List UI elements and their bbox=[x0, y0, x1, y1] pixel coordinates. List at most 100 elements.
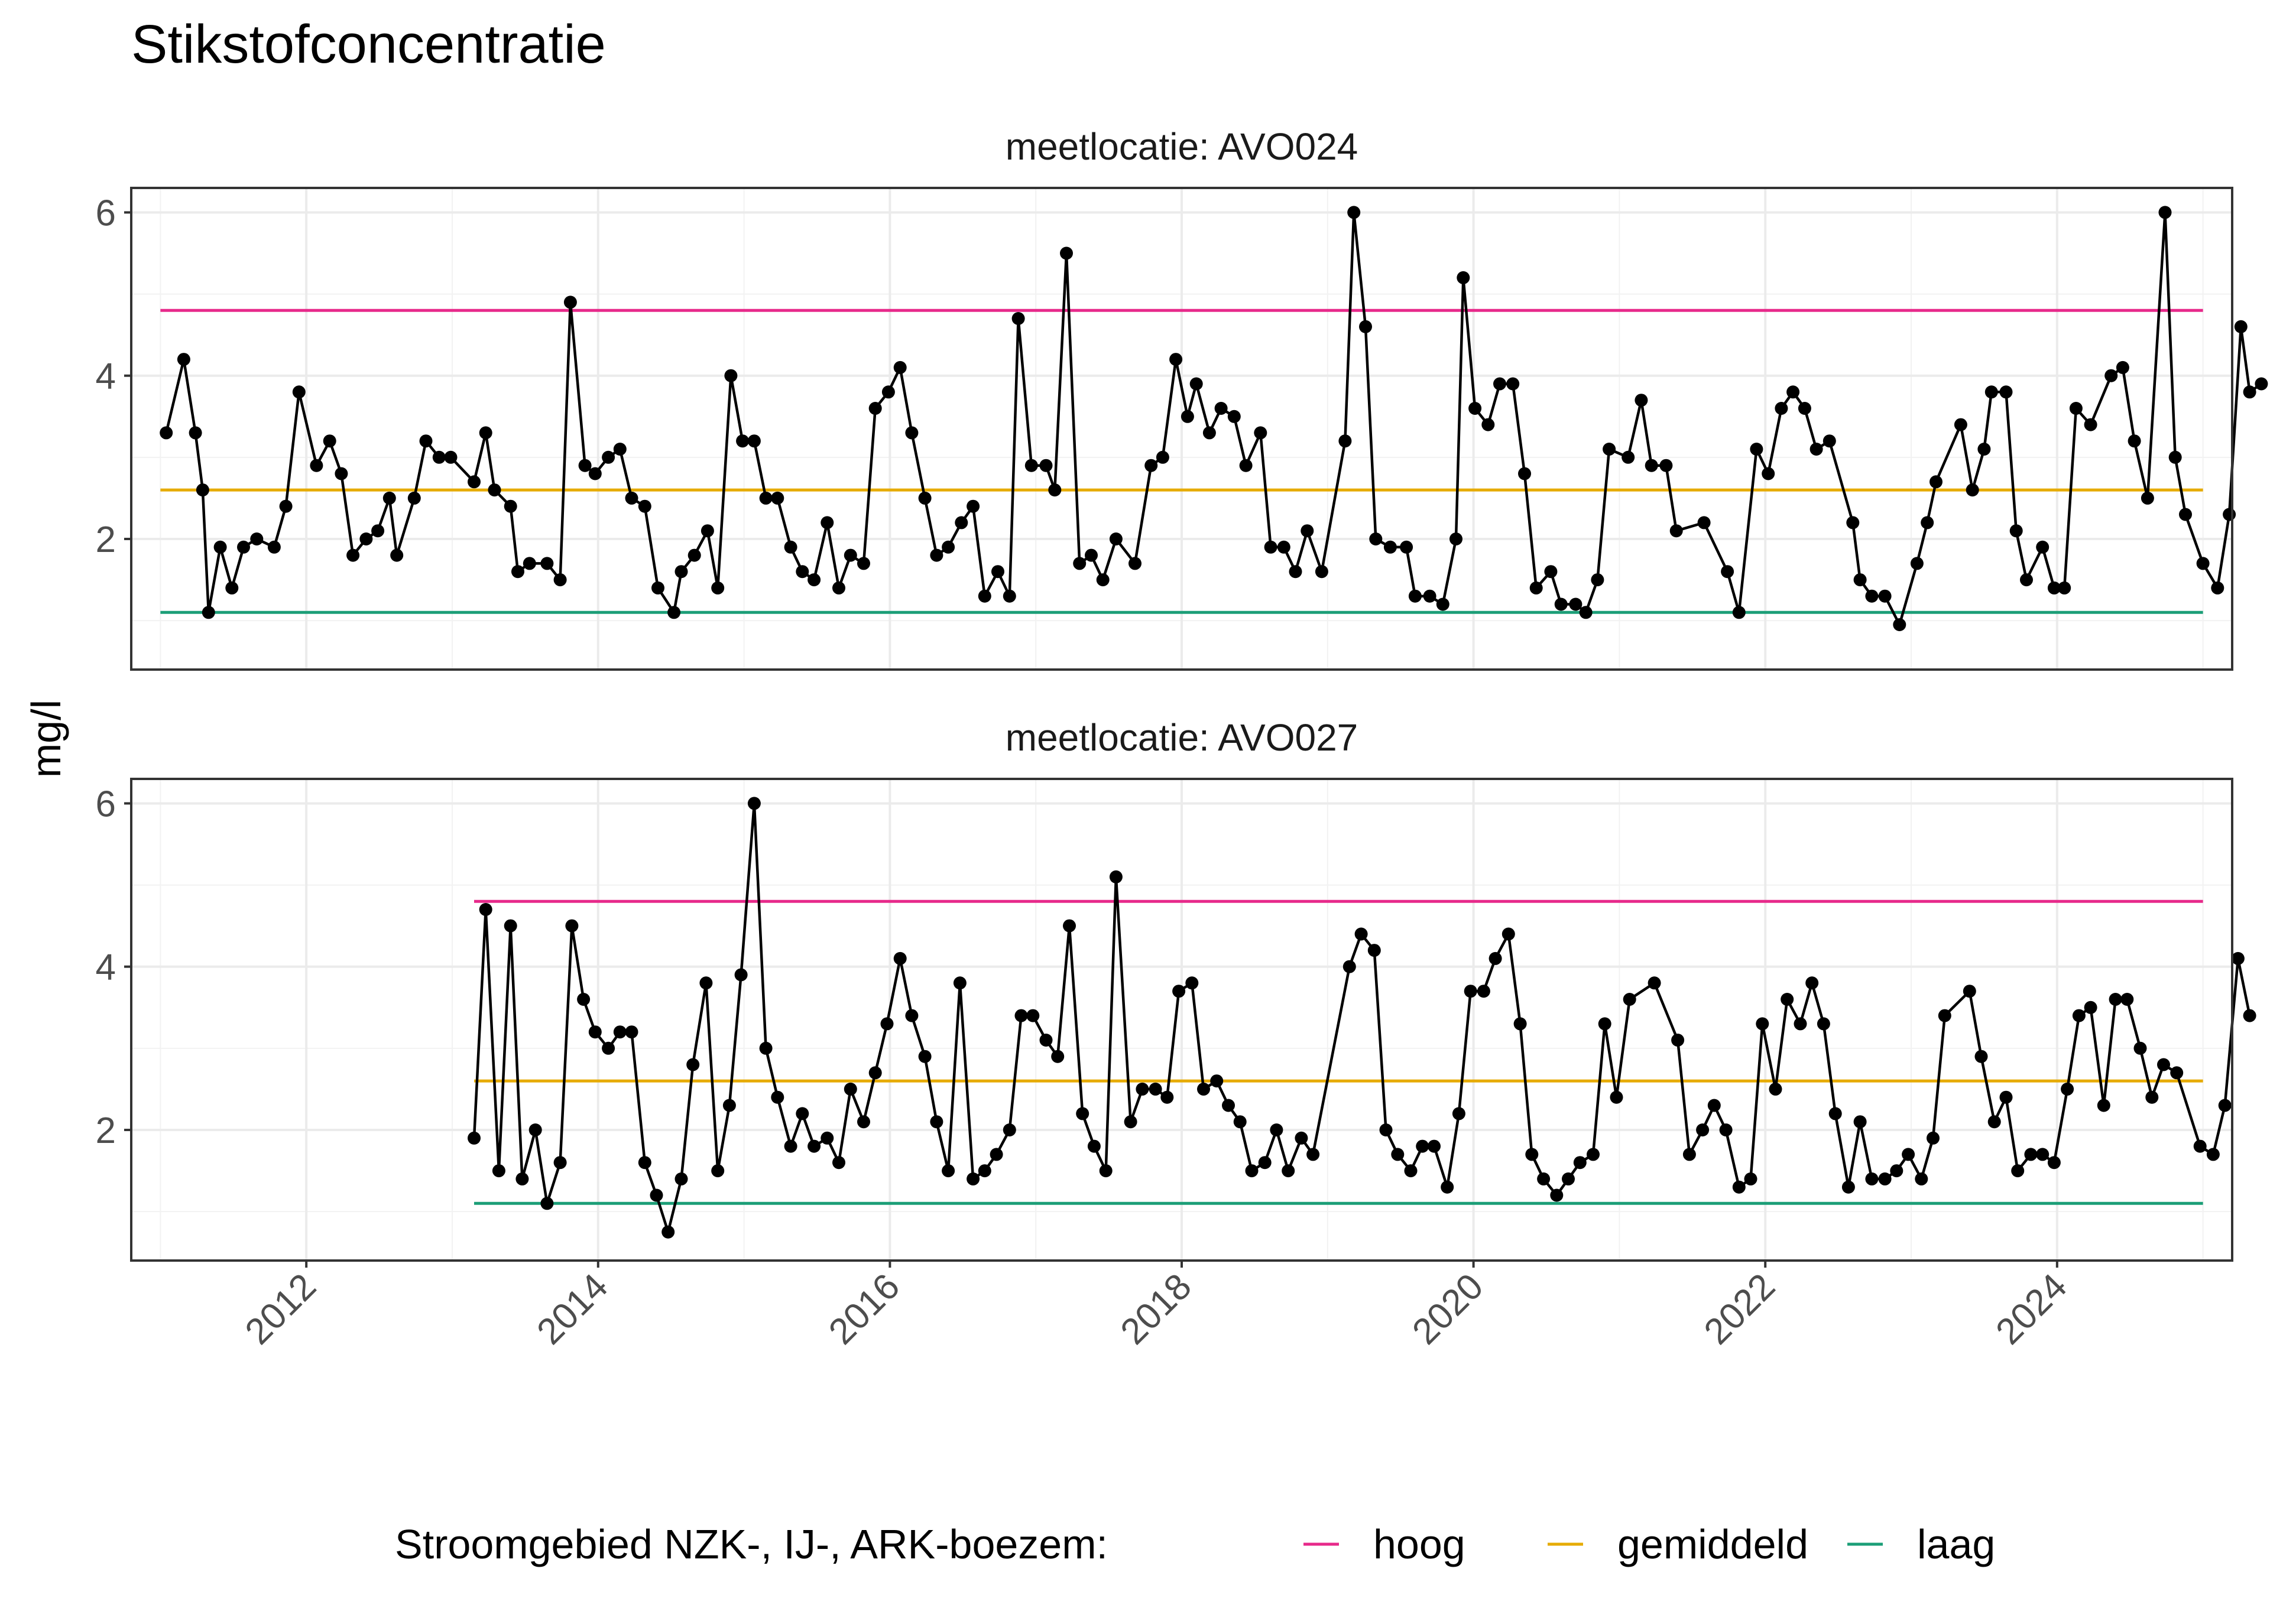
data-point bbox=[468, 1131, 481, 1145]
data-point bbox=[1756, 1017, 1769, 1031]
data-point bbox=[577, 993, 591, 1006]
data-point bbox=[1987, 1115, 2001, 1129]
data-point bbox=[1554, 597, 1568, 611]
data-point bbox=[444, 450, 458, 464]
data-point bbox=[1927, 1131, 1940, 1145]
data-point bbox=[1109, 532, 1123, 545]
data-point bbox=[2231, 951, 2245, 965]
data-point bbox=[1338, 434, 1352, 448]
data-point bbox=[1428, 1139, 1441, 1153]
data-point bbox=[1721, 565, 1734, 579]
data-point bbox=[1003, 1123, 1016, 1136]
data-point bbox=[2255, 377, 2268, 391]
data-point bbox=[1468, 402, 1482, 415]
data-point bbox=[1416, 1139, 1429, 1153]
data-point bbox=[613, 1025, 627, 1039]
data-point bbox=[1109, 870, 1123, 884]
data-point bbox=[515, 1172, 529, 1185]
data-point bbox=[1060, 246, 1073, 260]
data-point bbox=[213, 540, 227, 554]
y-tick-label: 4 bbox=[96, 356, 116, 397]
data-point bbox=[2061, 1082, 2074, 1096]
data-point bbox=[1623, 993, 1636, 1006]
data-point bbox=[2116, 360, 2129, 374]
data-point bbox=[1915, 1172, 1928, 1185]
data-point bbox=[734, 968, 748, 982]
data-point bbox=[1878, 589, 1892, 603]
data-point bbox=[602, 1041, 615, 1055]
data-point bbox=[759, 1041, 773, 1055]
data-point bbox=[1579, 606, 1593, 619]
data-point bbox=[1493, 377, 1506, 391]
data-point bbox=[1805, 976, 1819, 990]
data-point bbox=[602, 450, 615, 464]
data-point bbox=[1525, 1148, 1539, 1161]
data-point bbox=[1076, 1107, 1089, 1120]
data-point bbox=[905, 426, 919, 440]
data-point bbox=[2157, 1058, 2170, 1071]
data-point bbox=[2179, 508, 2192, 521]
data-point bbox=[1550, 1188, 1564, 1202]
data-point bbox=[1172, 985, 1186, 998]
data-point bbox=[2158, 206, 2172, 219]
data-point bbox=[1963, 985, 1976, 998]
data-point bbox=[1342, 960, 1356, 973]
data-point bbox=[1222, 1099, 1235, 1112]
data-point bbox=[2009, 524, 2023, 538]
data-point bbox=[1144, 459, 1158, 472]
data-point bbox=[1481, 418, 1495, 431]
data-point bbox=[2206, 1148, 2220, 1161]
data-point bbox=[1622, 450, 1635, 464]
data-point bbox=[1197, 1082, 1210, 1096]
data-point bbox=[1828, 1107, 1842, 1120]
data-point bbox=[1809, 443, 1823, 456]
data-point bbox=[868, 1066, 882, 1080]
data-point bbox=[953, 976, 967, 990]
data-point bbox=[267, 540, 281, 554]
data-point bbox=[625, 491, 638, 505]
data-point bbox=[588, 467, 602, 480]
data-point bbox=[1781, 993, 1794, 1006]
data-point bbox=[930, 548, 943, 562]
data-point bbox=[1099, 1164, 1113, 1178]
data-point bbox=[905, 1009, 919, 1022]
data-point bbox=[578, 459, 592, 472]
data-point bbox=[967, 499, 980, 513]
data-point bbox=[1214, 402, 1228, 415]
data-point bbox=[796, 1107, 809, 1120]
data-point bbox=[2097, 1099, 2110, 1112]
data-point bbox=[2047, 1156, 2061, 1170]
data-point bbox=[160, 426, 173, 440]
data-point bbox=[1635, 394, 1648, 407]
data-point bbox=[880, 1017, 894, 1031]
data-point bbox=[918, 1050, 932, 1063]
data-point bbox=[688, 548, 701, 562]
data-point bbox=[1063, 919, 1076, 933]
data-point bbox=[1124, 1115, 1137, 1129]
data-point bbox=[237, 540, 250, 554]
data-point bbox=[371, 524, 385, 538]
y-tick-label: 2 bbox=[96, 1110, 116, 1151]
data-point bbox=[747, 434, 761, 448]
data-point bbox=[323, 434, 336, 448]
data-point bbox=[1786, 385, 1800, 399]
data-point bbox=[1189, 377, 1203, 391]
y-tick-label: 2 bbox=[96, 519, 116, 560]
data-point bbox=[1659, 459, 1673, 472]
data-point bbox=[967, 1172, 980, 1185]
data-point bbox=[1254, 426, 1267, 440]
data-point bbox=[2120, 993, 2134, 1006]
data-point bbox=[1359, 320, 1372, 333]
data-point bbox=[588, 1025, 602, 1039]
panel-2: meetlocatie: AVO027 2 4 6 bbox=[96, 716, 2256, 1262]
data-point bbox=[1696, 1123, 1710, 1136]
y-tick-label: 6 bbox=[96, 784, 116, 824]
data-point bbox=[650, 1188, 663, 1202]
data-point bbox=[1529, 581, 1543, 595]
data-point bbox=[1598, 1017, 1611, 1031]
data-point bbox=[279, 499, 293, 513]
data-point bbox=[1245, 1164, 1259, 1178]
y-axis-label: mg/l bbox=[23, 700, 69, 778]
data-point bbox=[651, 581, 664, 595]
